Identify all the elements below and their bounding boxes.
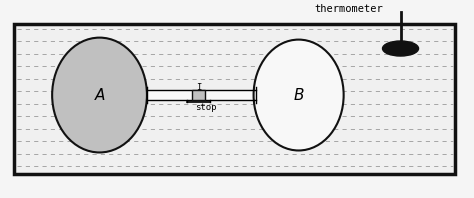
Text: thermometer: thermometer — [314, 4, 383, 14]
Ellipse shape — [52, 38, 147, 152]
Bar — [147, 90, 256, 100]
Text: stop: stop — [195, 103, 217, 112]
Text: B: B — [293, 88, 304, 103]
Text: A: A — [94, 88, 105, 103]
Ellipse shape — [254, 40, 344, 150]
Bar — [14, 24, 455, 174]
Circle shape — [383, 41, 419, 56]
Text: I: I — [196, 83, 201, 92]
Bar — [192, 90, 205, 100]
